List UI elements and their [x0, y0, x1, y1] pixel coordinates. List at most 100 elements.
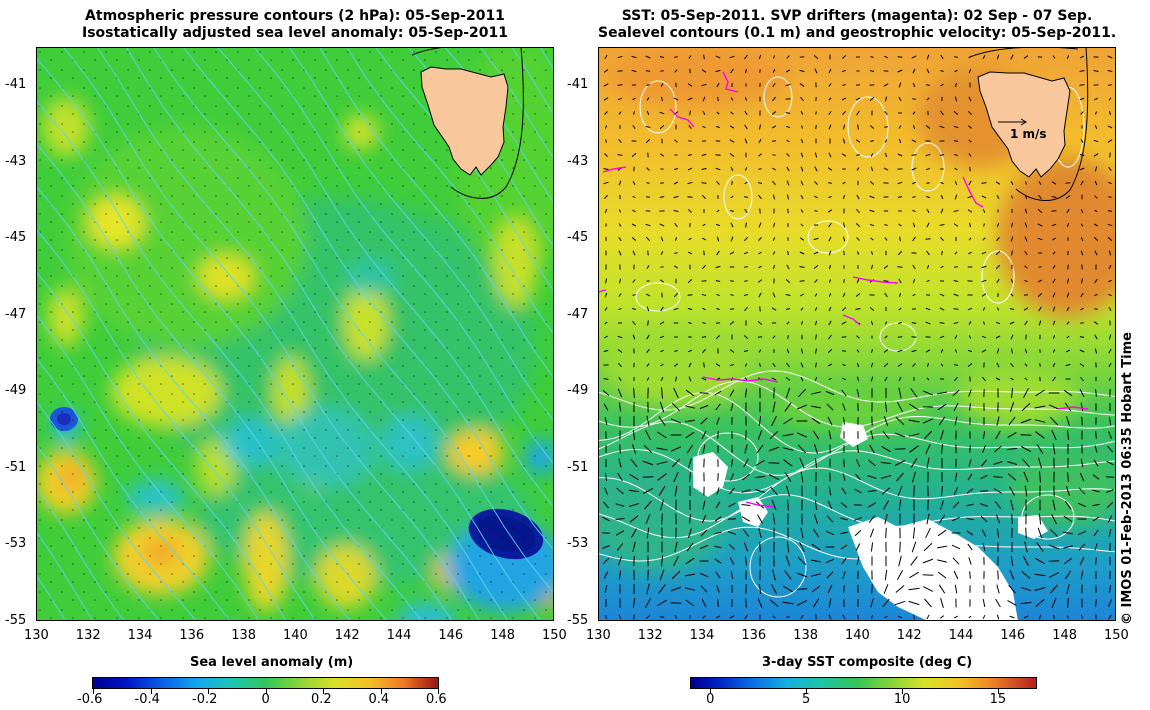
sst-map[interactable]: 1 m/s: [598, 47, 1116, 621]
velocity-arrow: [812, 430, 820, 440]
velocity-arrow: [937, 571, 947, 579]
velocity-arrow: [786, 55, 790, 59]
sea-level-contour: [911, 142, 945, 192]
velocity-arrow: [671, 402, 681, 412]
velocity-arrow: [615, 518, 625, 520]
velocity-arrow: [632, 541, 636, 553]
velocity-arrow: [604, 585, 608, 593]
velocity-arrow: [629, 503, 639, 507]
velocity-arrow: [968, 321, 972, 325]
velocity-arrow: [604, 292, 608, 298]
sea-level-colorbar-tick: [380, 689, 382, 694]
velocity-arrow: [646, 265, 650, 269]
velocity-arrow: [843, 250, 845, 256]
velocity-arrow: [925, 321, 931, 325]
velocity-arrow: [937, 545, 947, 549]
velocity-arrow: [647, 569, 649, 581]
velocity-arrow: [1093, 529, 1099, 537]
velocity-arrow: [714, 558, 722, 564]
velocity-arrow: [981, 265, 987, 269]
velocity-arrow: [796, 588, 808, 590]
velocity-arrow: [937, 529, 947, 537]
velocity-arrow: [715, 571, 721, 579]
velocity-arrow: [925, 349, 931, 353]
velocity-arrow: [701, 430, 707, 440]
velocity-arrow: [1080, 250, 1084, 256]
velocity-arrow: [716, 250, 720, 256]
velocity-arrow: [617, 349, 623, 353]
velocity-arrow: [899, 541, 901, 553]
velocity-arrow: [800, 138, 804, 144]
velocity-arrow: [617, 472, 623, 482]
velocity-arrow: [633, 555, 635, 567]
velocity-arrow: [741, 504, 751, 506]
velocity-arrow: [1051, 181, 1057, 185]
velocity-arrow: [618, 307, 622, 311]
velocity-arrow: [926, 222, 930, 228]
velocity-arrow: [670, 602, 682, 604]
velocity-arrow: [814, 320, 818, 326]
velocity-arrow: [799, 541, 805, 553]
velocity-arrow: [674, 56, 678, 58]
velocity-arrow: [716, 236, 720, 242]
velocity-arrow: [632, 334, 636, 340]
velocity-arrow: [670, 446, 682, 452]
velocity-arrow: [967, 307, 973, 311]
velocity-arrow: [772, 251, 776, 255]
sea-level-anomaly-map[interactable]: [36, 47, 554, 621]
velocity-arrow: [1080, 376, 1084, 382]
velocity-arrow: [870, 430, 874, 440]
velocity-arrow: [954, 56, 958, 58]
velocity-arrow: [755, 489, 765, 493]
velocity-arrow: [855, 97, 861, 101]
velocity-arrow: [910, 458, 918, 468]
velocity-arrow: [759, 363, 761, 367]
velocity-arrow: [800, 194, 804, 200]
velocity-arrow: [1079, 336, 1085, 338]
velocity-arrow: [812, 598, 820, 608]
velocity-arrow: [814, 181, 818, 185]
velocity-arrow: [729, 557, 735, 565]
velocity-arrow: [716, 82, 720, 88]
velocity-arrow: [786, 125, 790, 129]
velocity-arrow: [660, 251, 664, 255]
velocity-arrow: [770, 584, 778, 594]
velocity-arrow: [1066, 615, 1070, 619]
velocity-arrow: [675, 237, 677, 241]
velocity-arrow: [968, 96, 972, 102]
velocity-arrow: [952, 557, 960, 565]
velocity-arrow: [771, 415, 777, 427]
velocity-arrow: [883, 265, 889, 269]
left-x-tick-label: 146: [438, 628, 464, 643]
velocity-arrow: [1021, 571, 1031, 579]
velocity-arrow: [660, 153, 664, 157]
velocity-arrow: [688, 209, 692, 213]
velocity-arrow: [1094, 348, 1098, 354]
velocity-arrow: [1037, 279, 1043, 283]
velocity-arrow: [897, 363, 903, 367]
velocity-arrow: [785, 83, 791, 87]
velocity-arrow: [700, 585, 708, 593]
velocity-arrow: [716, 209, 720, 213]
velocity-arrow: [1066, 292, 1070, 298]
velocity-arrow: [981, 529, 987, 537]
velocity-arrow: [911, 181, 917, 185]
velocity-arrow: [731, 181, 733, 185]
velocity-arrow: [912, 363, 916, 367]
velocity-arrow: [897, 266, 903, 268]
velocity-arrow: [714, 545, 722, 549]
velocity-arrow: [658, 486, 666, 496]
velocity-arrow: [699, 572, 709, 578]
velocity-arrow: [800, 471, 804, 483]
velocity-arrow: [1049, 528, 1059, 538]
velocity-arrow: [686, 542, 694, 552]
velocity-arrow: [743, 350, 749, 352]
velocity-arrow: [1079, 349, 1085, 353]
velocity-arrow: [645, 70, 651, 72]
velocity-arrow: [660, 266, 664, 268]
velocity-arrow: [826, 571, 834, 579]
sea-level-contour: [763, 76, 793, 118]
velocity-arrow: [1038, 457, 1042, 469]
velocity-arrow: [1024, 320, 1028, 326]
velocity-arrow: [926, 513, 930, 525]
